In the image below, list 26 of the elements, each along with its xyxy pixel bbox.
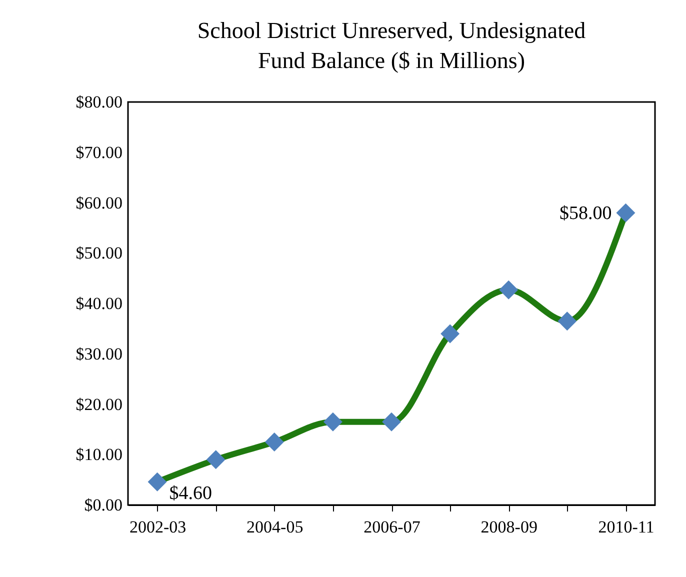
point xyxy=(264,432,284,452)
point xyxy=(382,412,401,432)
x-tick-label: 2006-07 xyxy=(364,518,421,536)
y-tick-label: $70.00 xyxy=(76,142,122,162)
y-tick-label: $10.00 xyxy=(76,445,122,464)
y-tick-label: $20.00 xyxy=(76,394,122,414)
point xyxy=(323,412,342,432)
y-tick-label: $0.00 xyxy=(84,496,122,514)
x-tick-label: 2008-09 xyxy=(480,518,538,536)
x-tick-label: 2004-05 xyxy=(246,518,304,536)
x-tick-label: 2002-03 xyxy=(129,518,186,536)
data-label: $4.60 xyxy=(169,482,212,504)
x-tick-label: 2010-11 xyxy=(598,518,654,536)
point xyxy=(440,324,460,344)
y-tick-label: $80.00 xyxy=(76,92,122,112)
y-tick-label: $60.00 xyxy=(76,193,122,212)
point xyxy=(148,472,167,492)
point xyxy=(499,280,518,300)
y-tick-label: $30.00 xyxy=(76,344,122,364)
data-label: $58.00 xyxy=(559,202,612,224)
y-tick-label: $40.00 xyxy=(76,294,122,313)
y-tick-label: $50.00 xyxy=(76,244,122,263)
point xyxy=(206,450,226,470)
chart-title: School District Unreserved, Undesignated Fund Balance ($ in Millions) xyxy=(197,18,586,73)
point xyxy=(616,203,636,222)
point xyxy=(558,312,577,331)
